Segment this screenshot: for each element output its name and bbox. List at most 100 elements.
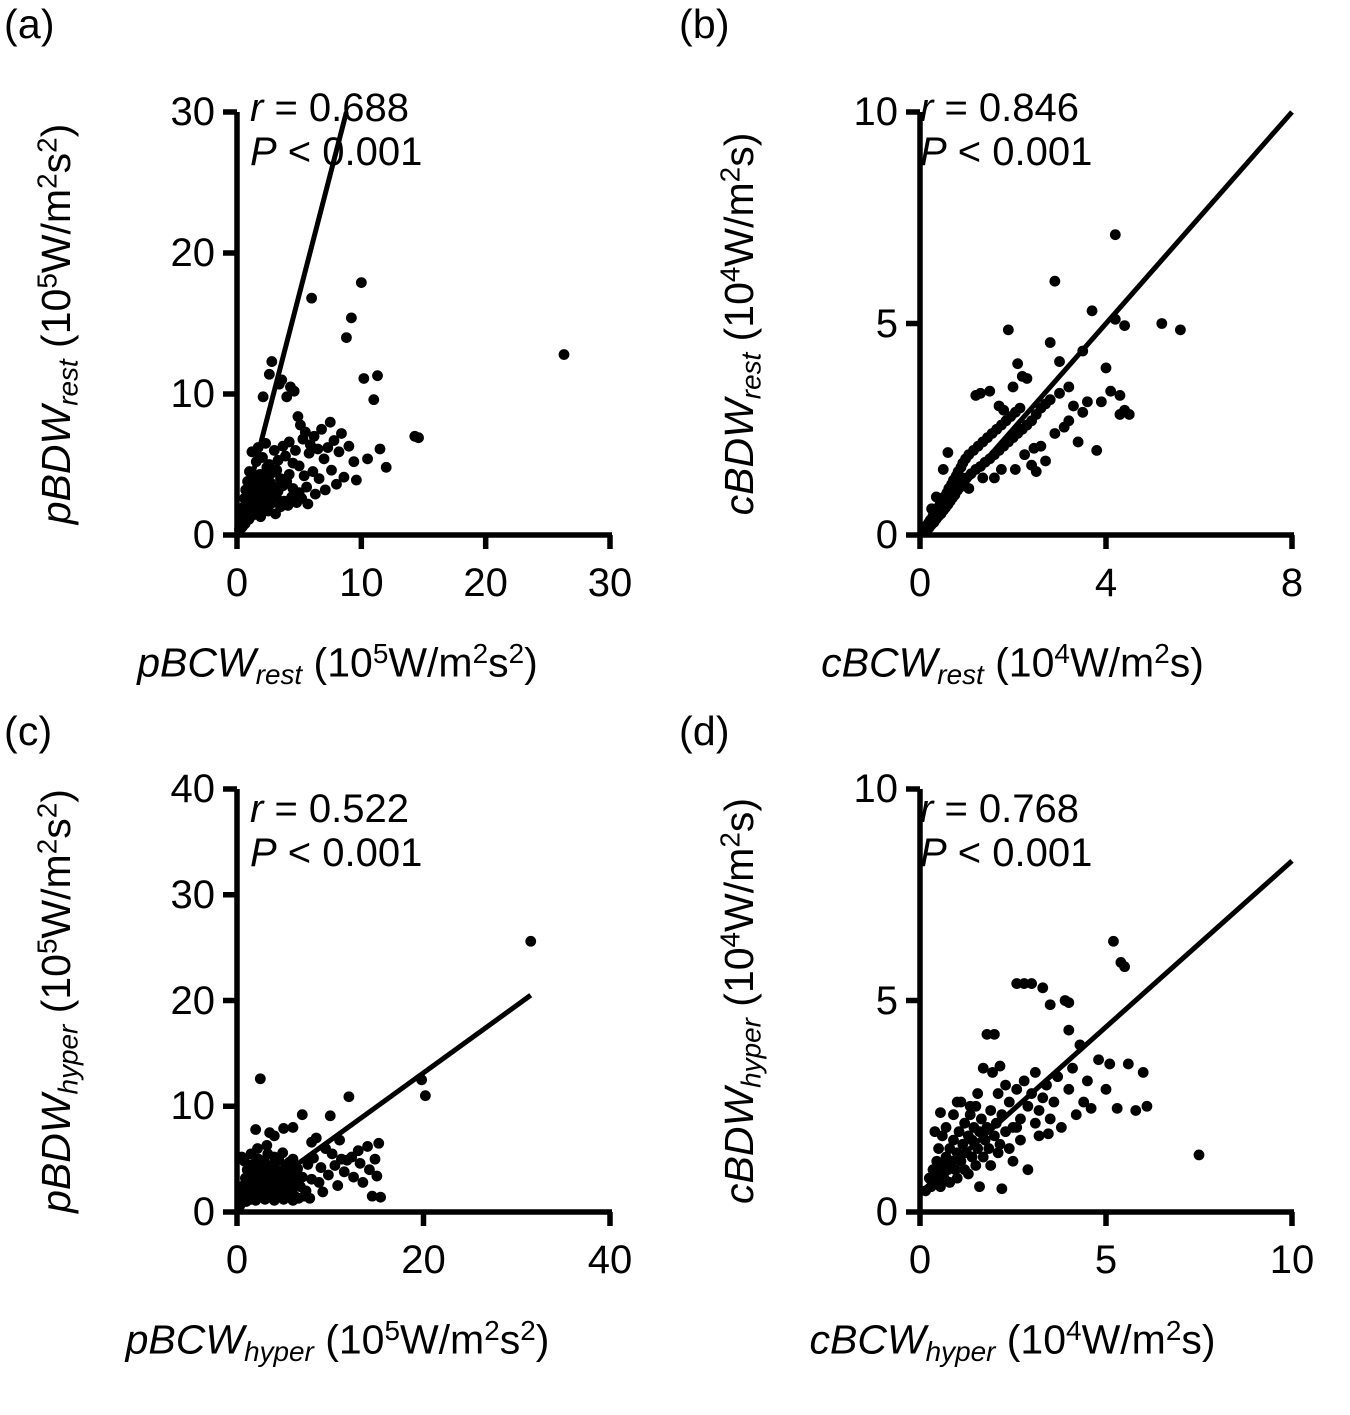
data-point: [1070, 1109, 1082, 1121]
data-point: [1119, 961, 1130, 973]
y-tick-label: 0: [875, 513, 898, 557]
data-point: [380, 461, 392, 473]
data-point: [1021, 373, 1033, 384]
y-tick-label: 10: [170, 372, 216, 416]
data-point: [1141, 1100, 1153, 1112]
data-point: [281, 391, 293, 403]
x-axis-title-b: cBCWrest (104W/m2s): [821, 638, 1204, 691]
data-point: [989, 1028, 1000, 1040]
data-point: [268, 1130, 280, 1142]
data-point: [419, 1090, 431, 1102]
data-point: [987, 1067, 998, 1078]
data-point: [343, 1091, 355, 1103]
data-point: [283, 436, 295, 448]
data-point: [368, 394, 380, 406]
data-point: [310, 1132, 322, 1144]
data-point: [252, 1143, 263, 1154]
y-tick-label: 0: [192, 513, 215, 557]
data-point: [975, 1113, 987, 1125]
scatter-plot-c: [223, 786, 613, 1226]
data-point: [1068, 400, 1079, 412]
data-point: [326, 464, 337, 476]
data-point: [1063, 1083, 1075, 1095]
data-point: [975, 387, 986, 399]
data-point: [930, 491, 942, 503]
data-point: [254, 1073, 266, 1085]
data-point: [1049, 428, 1061, 439]
y-tick-label: 10: [853, 90, 899, 134]
data-point: [1049, 275, 1061, 287]
data-point: [315, 1162, 327, 1173]
data-point: [1040, 455, 1051, 467]
data-point: [1026, 1088, 1037, 1099]
scatter-plot-b: [906, 109, 1295, 549]
data-point: [1052, 1071, 1064, 1083]
data-point: [1048, 1096, 1060, 1108]
data-point: [1003, 1096, 1015, 1108]
data-point: [328, 435, 340, 446]
data-point: [951, 1147, 963, 1159]
data-point: [250, 1194, 262, 1206]
data-point: [1054, 387, 1065, 399]
data-point: [1003, 1143, 1015, 1154]
data-point: [977, 1062, 989, 1074]
x-tick-label: 4: [1094, 561, 1118, 605]
data-point: [964, 1109, 976, 1121]
data-point: [974, 1181, 985, 1193]
r-value-a: = 0.688: [263, 86, 410, 130]
data-point: [287, 1194, 299, 1206]
p-value-d: < 0.001: [946, 831, 1093, 875]
data-point-group: [918, 229, 1186, 537]
data-point: [332, 1180, 344, 1191]
data-point: [375, 1191, 387, 1203]
data-point: [278, 1123, 290, 1134]
data-point: [1085, 1102, 1097, 1114]
data-point: [331, 478, 342, 490]
data-point: [1119, 320, 1130, 332]
y-tick-label: 0: [192, 1190, 215, 1234]
data-point: [1078, 1096, 1090, 1108]
data-point: [983, 1143, 995, 1154]
data-point: [1067, 1062, 1078, 1074]
data-point: [413, 432, 424, 444]
data-point: [929, 1126, 941, 1138]
data-point: [343, 440, 355, 452]
data-point: [366, 1190, 378, 1202]
data-point: [990, 1117, 1002, 1129]
panel-c: (c) r = 0.522 P < 0.001 pBCWhyper (105W/…: [0, 707, 675, 1414]
data-point: [1041, 1079, 1052, 1091]
data-point: [287, 1153, 299, 1165]
data-point: [250, 1124, 262, 1135]
y-axis-title-b: cBDWrest (104W/m2s): [714, 132, 767, 515]
data-point: [1100, 362, 1112, 374]
data-point: [1082, 1075, 1093, 1087]
panel-a: (a) r = 0.688 P < 0.001 pBCWrest (105W/m…: [0, 0, 675, 707]
data-point: [972, 1088, 984, 1099]
data-point: [1093, 1054, 1104, 1066]
data-point: [1026, 978, 1037, 989]
data-point: [239, 1155, 250, 1167]
data-point: [1095, 396, 1107, 408]
data-point: [926, 503, 938, 515]
r-value-d: = 0.768: [933, 787, 1080, 831]
data-point: [338, 1166, 350, 1178]
data-point: [309, 488, 321, 500]
data-point: [935, 1181, 946, 1193]
y-tick-label: 0: [875, 1190, 898, 1234]
data-point: [1044, 394, 1056, 406]
data-point: [995, 464, 1007, 475]
data-point: [298, 470, 310, 482]
data-point: [372, 370, 383, 382]
data-point: [354, 1157, 366, 1169]
panel-d: (d) r = 0.768 P < 0.001 cBCWhyper (104W/…: [675, 707, 1350, 1414]
data-point-group: [234, 277, 570, 535]
data-point: [1015, 1113, 1026, 1125]
data-point: [1100, 1083, 1112, 1095]
y-tick-label: 20: [170, 231, 216, 275]
data-point: [341, 332, 352, 343]
data-point: [948, 1109, 959, 1121]
data-point: [260, 437, 271, 449]
data-point: [296, 1109, 308, 1121]
data-point: [316, 423, 327, 435]
